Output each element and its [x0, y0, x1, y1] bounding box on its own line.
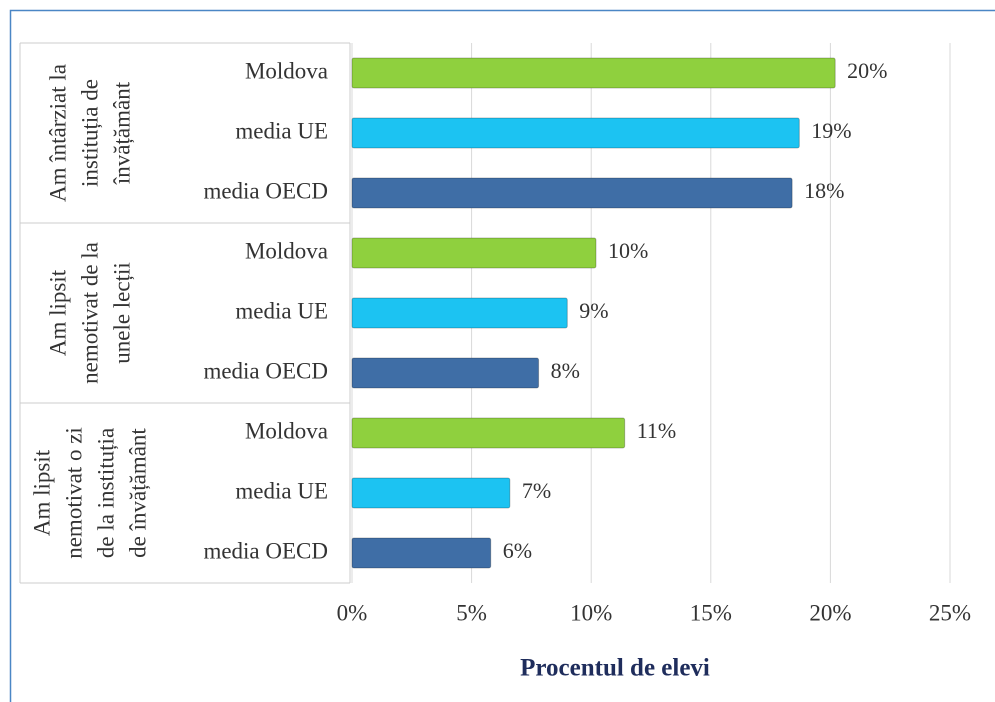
- group-label: de la instituția: [93, 428, 118, 558]
- x-axis-title: Procentul de elevi: [520, 655, 710, 682]
- group-label: unele lecții: [109, 262, 134, 364]
- value-label: 7%: [522, 478, 551, 503]
- category-label: media UE: [235, 478, 328, 503]
- value-label: 11%: [637, 418, 677, 443]
- bar: [351, 177, 793, 209]
- bar: [351, 537, 492, 569]
- group-label: de învățământ: [125, 428, 150, 558]
- x-tick-label: 5%: [456, 600, 487, 625]
- category-label: media OECD: [203, 178, 328, 203]
- bar: [351, 237, 597, 269]
- x-tick-label: 20%: [809, 600, 851, 625]
- value-label: 6%: [503, 538, 532, 563]
- x-tick-label: 10%: [570, 600, 612, 625]
- category-label: media OECD: [203, 538, 328, 563]
- category-label: media UE: [235, 298, 328, 323]
- category-label: Moldova: [245, 418, 328, 443]
- value-label: 10%: [608, 238, 648, 263]
- group-label: învățământ: [109, 81, 134, 185]
- group-label: nemotivat o zi: [61, 427, 86, 559]
- group-label: nemotivat de la: [77, 242, 102, 384]
- category-label: media OECD: [203, 358, 328, 383]
- bar: [351, 117, 800, 149]
- value-label: 8%: [551, 358, 580, 383]
- x-tick-label: 0%: [337, 600, 368, 625]
- value-label: 18%: [804, 178, 844, 203]
- bar: [351, 297, 568, 329]
- category-label: media UE: [235, 118, 328, 143]
- bar: [351, 477, 511, 509]
- value-label: 20%: [847, 58, 887, 83]
- bar: [351, 57, 836, 89]
- x-tick-label: 15%: [690, 600, 732, 625]
- bar: [351, 417, 626, 449]
- value-label: 9%: [579, 298, 608, 323]
- x-tick-label: 25%: [929, 600, 971, 625]
- category-label: Moldova: [245, 238, 328, 263]
- category-label: Moldova: [245, 58, 328, 83]
- group-label: Am lipsit: [45, 269, 70, 356]
- bar: [351, 357, 540, 389]
- frame: [9, 9, 995, 702]
- group-label: Am întârziat la: [45, 64, 70, 202]
- group-label: instituția de: [77, 79, 102, 187]
- value-label: 19%: [811, 118, 851, 143]
- group-label: Am lipsit: [29, 449, 54, 536]
